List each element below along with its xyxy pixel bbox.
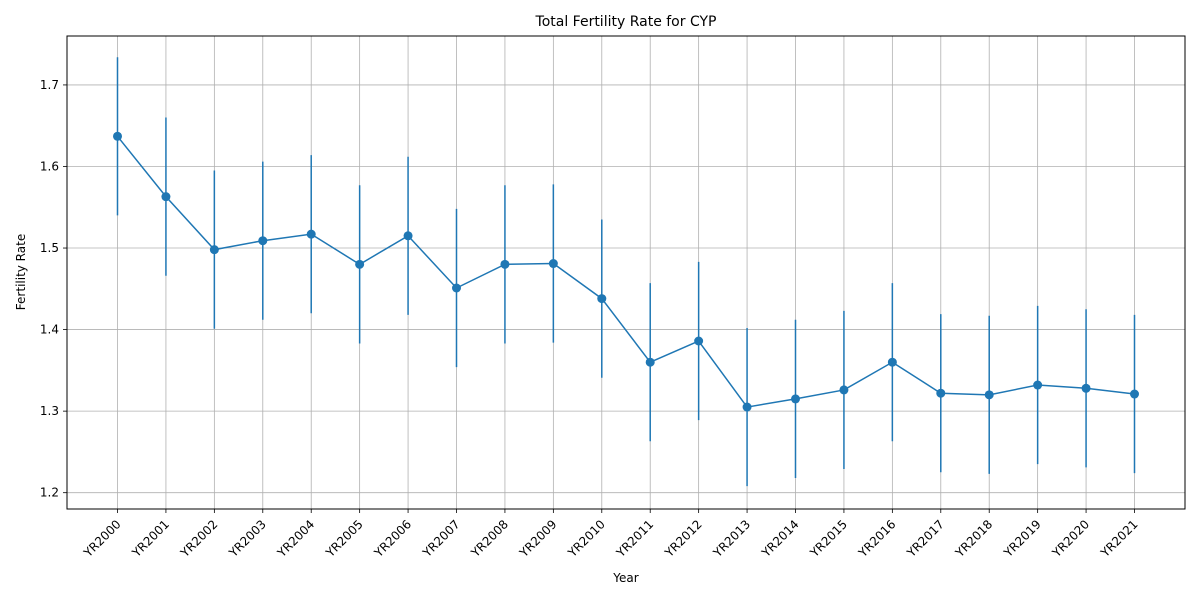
- data-point: [1130, 389, 1139, 399]
- y-tick-label: 1.6: [40, 159, 59, 173]
- data-point: [306, 229, 316, 239]
- y-ticks: 1.2 1.3 1.4 1.5 1.6 1.7: [40, 78, 67, 500]
- data-points: [113, 131, 1139, 412]
- series-line: [116, 135, 1135, 408]
- data-point: [936, 388, 946, 398]
- chart-title: Total Fertility Rate for CYP: [535, 14, 717, 30]
- data-point: [597, 294, 607, 304]
- data-point: [1033, 380, 1043, 390]
- data-point: [984, 390, 994, 400]
- axes-frame: [66, 35, 1186, 510]
- data-point: [645, 357, 655, 367]
- data-point: [839, 385, 849, 395]
- data-point: [887, 357, 897, 367]
- x-axis-title: Year: [612, 571, 638, 585]
- data-point: [500, 259, 510, 269]
- data-point: [209, 245, 219, 255]
- data-point: [403, 231, 413, 241]
- y-axis-title: Fertility Rate: [14, 234, 28, 310]
- data-point: [113, 131, 122, 141]
- data-point: [1081, 383, 1091, 393]
- data-point: [452, 283, 461, 293]
- data-point: [742, 402, 752, 412]
- data-point: [791, 394, 800, 404]
- y-tick-label: 1.2: [40, 486, 59, 500]
- data-point: [355, 259, 365, 269]
- y-tick-label: 1.4: [40, 323, 59, 337]
- data-point: [258, 236, 268, 246]
- y-tick-label: 1.3: [40, 404, 59, 418]
- data-point: [694, 336, 704, 346]
- y-tick-label: 1.7: [40, 78, 59, 92]
- data-point: [161, 192, 171, 202]
- data-point: [548, 259, 558, 269]
- y-tick-label: 1.5: [40, 241, 59, 255]
